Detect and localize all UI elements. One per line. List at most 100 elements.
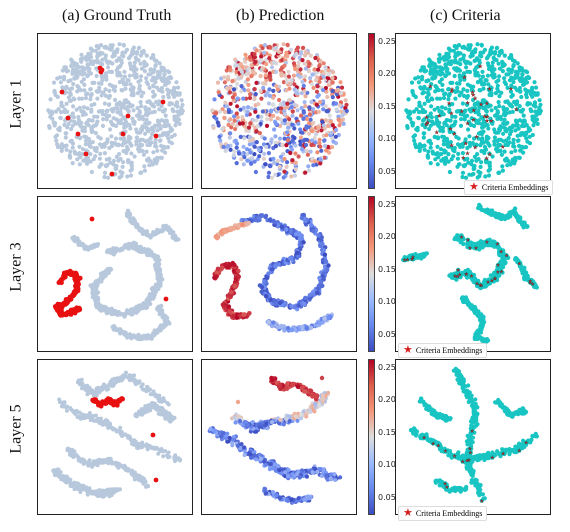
scatter-point <box>296 64 301 69</box>
scatter-point <box>153 133 159 139</box>
row-title-layer-1: Layer 1 <box>7 79 25 129</box>
criteria-star-point: ★ <box>484 156 489 162</box>
scatter-point <box>148 135 153 141</box>
scatter-point <box>319 148 324 153</box>
scatter-point <box>229 125 234 130</box>
scatter-point <box>495 116 500 121</box>
scatter-point <box>77 144 82 149</box>
scatter-point <box>290 109 295 114</box>
scatter-point <box>251 118 256 123</box>
scatter-point <box>461 241 466 247</box>
scatter-point <box>96 45 101 51</box>
scatter-point <box>152 67 157 72</box>
scatter-point <box>138 100 143 105</box>
scatter-point <box>59 110 64 115</box>
scatter-point <box>142 164 147 169</box>
criteria-star-point: ★ <box>489 118 494 124</box>
scatter-point <box>261 156 266 161</box>
scatter-point <box>454 66 459 71</box>
scatter-point <box>64 85 69 90</box>
scatter-point <box>147 334 152 340</box>
scatter-point <box>62 144 67 149</box>
scatter-point <box>433 84 438 89</box>
scatter-point <box>211 125 216 130</box>
scatter-point <box>496 137 501 142</box>
scatter-point <box>234 111 239 116</box>
scatter-point <box>309 82 315 87</box>
scatter-point <box>496 100 501 105</box>
scatter-point <box>93 154 98 159</box>
scatter-point <box>151 84 156 89</box>
scatter-point <box>256 102 261 107</box>
scatter-point <box>482 47 488 52</box>
scatter-point <box>224 104 229 109</box>
criteria-star-point: ★ <box>514 107 519 113</box>
scatter-point <box>443 161 448 166</box>
scatter-point <box>504 107 510 112</box>
scatter-point <box>334 127 339 133</box>
scatter-point <box>80 56 85 61</box>
scatter-point <box>411 109 417 114</box>
scatter-point <box>228 147 233 152</box>
scatter-point <box>477 283 483 289</box>
scatter-point <box>512 206 518 211</box>
scatter-point <box>138 137 143 142</box>
scatter-point <box>230 313 236 319</box>
scatter-point <box>230 79 235 84</box>
scatter-point <box>301 240 306 245</box>
scatter-point <box>458 78 463 83</box>
scatter-point <box>118 169 123 174</box>
scatter-point <box>138 89 143 94</box>
scatter-point <box>180 102 185 107</box>
scatter-point <box>325 75 330 80</box>
scatter-point <box>231 98 236 103</box>
scatter-point <box>460 151 465 156</box>
scatter-point <box>167 70 172 75</box>
scatter-point <box>524 75 529 81</box>
scatter-point <box>216 90 221 95</box>
scatter-point <box>456 136 461 141</box>
scatter-point <box>502 76 507 81</box>
scatter-point <box>267 56 272 61</box>
scatter-point <box>82 125 88 130</box>
scatter-point <box>74 62 79 67</box>
scatter-point <box>234 123 239 128</box>
scatter-point <box>298 135 303 140</box>
scatter-point <box>66 95 71 100</box>
scatter-point <box>120 143 125 148</box>
scatter-point <box>105 267 111 272</box>
scatter-point <box>107 88 112 93</box>
scatter-point <box>263 81 268 86</box>
scatter-point <box>135 308 141 313</box>
scatter-point <box>472 276 478 281</box>
scatter-point <box>467 172 472 177</box>
scatter-point <box>99 93 104 98</box>
scatter-point <box>292 82 297 87</box>
scatter-point <box>500 251 506 256</box>
scatter-point <box>303 295 308 301</box>
scatter-point <box>137 110 142 115</box>
scatter-point <box>215 80 221 85</box>
criteria-star-point: ★ <box>471 118 476 124</box>
scatter-point <box>428 161 433 166</box>
scatter-point <box>88 87 93 92</box>
scatter-point <box>138 244 143 250</box>
scatter-point <box>438 112 443 117</box>
scatter-point <box>331 70 336 75</box>
scatter-point <box>492 51 498 56</box>
scatter-point <box>538 108 543 114</box>
scatter-point <box>318 144 323 149</box>
scatter-point <box>460 170 466 175</box>
scatter-point <box>480 74 485 79</box>
scatter-point <box>512 144 517 149</box>
scatter-point <box>478 88 483 93</box>
scatter-point <box>247 311 252 316</box>
scatter-point <box>220 127 225 132</box>
scatter-point <box>160 148 165 153</box>
scatter-point <box>137 116 142 121</box>
scatter-point <box>273 45 278 50</box>
scatter-point <box>70 111 75 116</box>
scatter-point <box>506 159 511 164</box>
scatter-point <box>94 89 99 94</box>
scatter-point <box>138 53 144 58</box>
